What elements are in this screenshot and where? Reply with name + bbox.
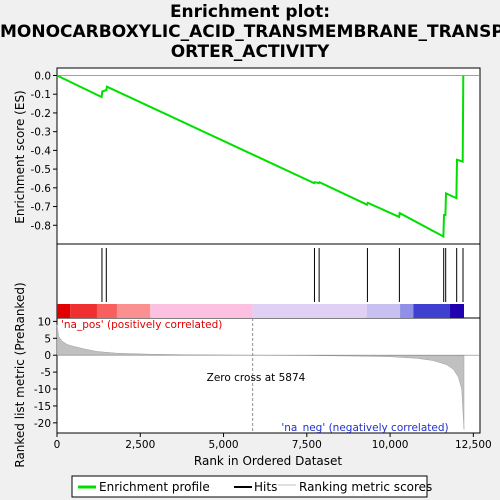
x-tick-label: 10,000 (372, 439, 409, 451)
es-y-tick-label: -0.3 (31, 127, 52, 139)
rank-heatmap-segment (450, 304, 465, 318)
es-y-axis-label: Enrichment score (ES) (13, 90, 27, 223)
x-tick-label: 2,500 (125, 439, 155, 451)
chart-title-line-2: MONOCARBOXYLIC_ACID_TRANSMEMBRANE_TRANSP (0, 22, 500, 42)
hits-layer (57, 248, 465, 318)
rank-heatmap-segment (57, 304, 71, 318)
x-tick-label: 0 (54, 439, 61, 451)
enrichment-profile-line (56, 74, 465, 239)
rank-heatmap-segment (150, 304, 253, 318)
chart-title: Enrichment plot: MONOCARBOXYLIC_ACID_TRA… (0, 2, 500, 62)
es-y-tick-label: -0.1 (31, 89, 52, 101)
rank-heatmap-segment (413, 304, 451, 318)
x-tick-label: 5,000 (209, 439, 239, 451)
neg-correlated-label: 'na_neg' (negatively correlated) (281, 422, 448, 434)
zero-cross-label: Zero cross at 5874 (207, 372, 306, 384)
pos-correlated-label: 'na_pos' (positively correlated) (61, 319, 222, 331)
rank-heatmap-segment (96, 304, 117, 318)
rank-heatmap-segment (70, 304, 97, 318)
x-tick-label: 7,500 (292, 439, 322, 451)
es-layer: 0.0 -0.1 -0.2 -0.3 -0.4 -0.5 -0.6 -0.7 -0.8 (31, 70, 480, 239)
es-y-tick-label: 0.0 (34, 70, 51, 82)
chart-title-line-3: ORTER_ACTIVITY (170, 42, 330, 62)
rank-heatmap-segment (366, 304, 401, 318)
rank-panel-frame (56, 317, 481, 434)
rank-y-axis-label: Ranked list metric (PreRanked) (13, 282, 27, 467)
rank-y-tick-label: -15 (34, 401, 51, 413)
rank-heatmap-segment (400, 304, 414, 318)
legend-ranking-label: Ranking metric scores (299, 480, 432, 494)
es-y-tick-label: -0.6 (31, 183, 52, 195)
es-y-tick-label: -0.7 (31, 202, 52, 214)
rank-y-tick-label: 0 (44, 350, 51, 362)
rank-y-tick-label: 10 (38, 316, 51, 328)
x-axis-label: Rank in Ordered Dataset (194, 454, 342, 468)
es-y-tick-label: -0.2 (31, 108, 52, 120)
rank-y-tick-label: 5 (44, 333, 51, 345)
rank-heatmap-segment (116, 304, 151, 318)
legend-hits-label: Hits (254, 480, 277, 494)
es-panel-frame (56, 67, 481, 245)
chart-title-line-1: Enrichment plot: (169, 2, 331, 22)
rank-y-tick-label: -5 (41, 367, 51, 379)
es-y-tick-label: -0.5 (31, 164, 52, 176)
rank-y-tick-label: -20 (34, 418, 51, 430)
legend-enrichment-label: Enrichment profile (99, 480, 210, 494)
rank-heatmap-segment (252, 304, 367, 318)
es-y-tick-label: -0.8 (31, 220, 52, 232)
x-tick-label: 12,500 (455, 439, 492, 451)
es-y-tick-label: -0.4 (31, 145, 52, 157)
rank-y-tick-label: -10 (34, 384, 51, 396)
